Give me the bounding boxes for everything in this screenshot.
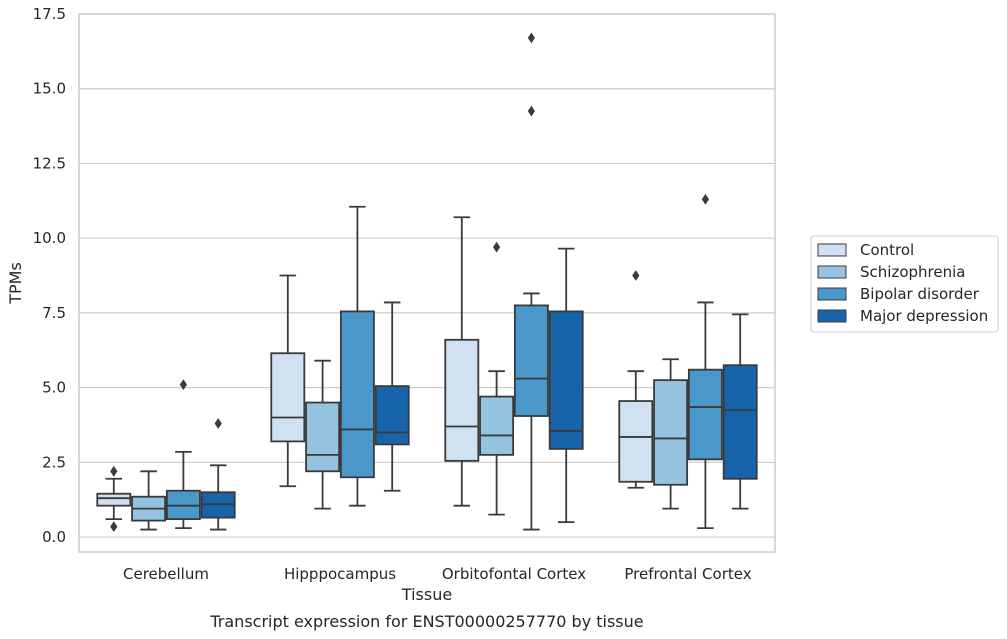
box-major-depression — [548, 247, 584, 524]
box-control — [96, 465, 132, 532]
outlier-point — [110, 465, 118, 477]
box-series — [96, 32, 758, 532]
legend-label: Major depression — [860, 307, 988, 325]
box-schizophrenia — [305, 359, 341, 510]
legend-label: Bipolar disorder — [860, 285, 980, 303]
box-body — [339, 310, 375, 479]
legend: Control Schizophrenia Bipolar disorder Majo… — [810, 235, 999, 333]
box-major-depression — [200, 418, 236, 531]
legend-swatch — [817, 287, 847, 301]
y-axis-label: TPMs — [6, 262, 25, 305]
outlier-point — [493, 241, 501, 253]
outlier-point — [214, 418, 222, 429]
legend-label: Schizophrenia — [860, 263, 965, 281]
box-body — [444, 338, 480, 462]
box-control — [270, 274, 306, 488]
box-bipolar-disorder — [165, 379, 201, 529]
box-bipolar-disorder — [513, 32, 549, 531]
box-major-depression — [722, 313, 758, 510]
outlier-point — [179, 379, 187, 391]
box-body — [722, 364, 758, 480]
legend-swatch — [817, 243, 847, 257]
y-tick-label: 15.0 — [33, 80, 66, 98]
y-tick-label: 10.0 — [33, 229, 66, 247]
box-body — [305, 401, 341, 473]
box-body — [513, 304, 549, 417]
x-tick-label: Orbitofontal Cortex — [442, 565, 586, 583]
x-tick-labels: Cerebellum Hipppocampus Orbitofontal Corte… — [123, 565, 752, 583]
y-tick-label: 5.0 — [42, 379, 66, 397]
outlier-point — [701, 193, 709, 205]
x-tick-label: Cerebellum — [123, 565, 209, 583]
box-schizophrenia — [131, 470, 167, 531]
y-tick-labels: 0.0 2.5 5.0 7.5 10.0 12.5 15.0 17.5 — [33, 5, 66, 546]
outlier-point — [527, 32, 535, 44]
box-control — [618, 270, 654, 489]
box-bipolar-disorder — [687, 193, 723, 529]
box-bipolar-disorder — [339, 205, 375, 507]
x-tick-label: Prefrontal Cortex — [624, 565, 751, 583]
box-body — [374, 385, 410, 446]
legend-frame — [810, 235, 999, 333]
y-tick-label: 17.5 — [33, 5, 66, 23]
box-body — [618, 400, 654, 483]
box-body — [270, 352, 306, 443]
box-body — [96, 492, 132, 507]
y-tick-label: 2.5 — [42, 453, 66, 471]
outlier-point — [527, 105, 535, 117]
box-body — [479, 395, 515, 456]
y-tick-label: 0.0 — [42, 528, 66, 546]
box-body — [653, 379, 689, 486]
legend-swatch — [817, 265, 847, 279]
x-axis-label: Tissue — [401, 585, 452, 604]
x-tick-label: Hipppocampus — [284, 565, 396, 583]
box-major-depression — [374, 301, 410, 492]
box-schizophrenia — [479, 241, 515, 516]
plot-frame — [78, 13, 776, 553]
outlier-point — [110, 521, 118, 532]
chart-caption: Transcript expression for ENST0000025777… — [209, 612, 643, 631]
outlier-point — [632, 270, 640, 281]
box-schizophrenia — [653, 358, 689, 510]
box-body — [687, 368, 723, 461]
legend-swatch — [817, 309, 847, 323]
y-tick-label: 7.5 — [42, 304, 66, 322]
y-tick-label: 12.5 — [33, 154, 66, 172]
box-body — [548, 310, 584, 450]
legend-label: Control — [860, 241, 914, 259]
grid-lines — [79, 13, 775, 538]
box-control — [444, 216, 480, 507]
